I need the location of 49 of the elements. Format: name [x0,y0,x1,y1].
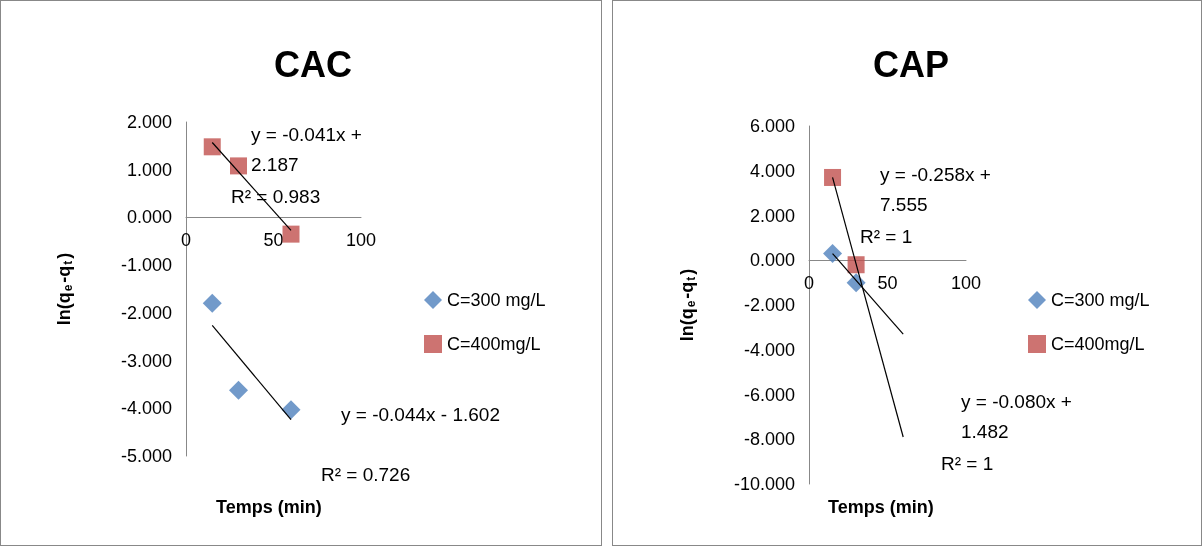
y-axis-title: ln(qe-qt) [54,252,75,326]
x-tick-label: 50 [263,230,284,251]
annotation: R² = 1 [860,225,913,247]
y-tick-label: -2.000 [743,295,795,315]
annotation: y = -0.258x + 7.555 [880,163,997,215]
point [230,157,247,175]
text: R² = 0.726 [321,463,411,485]
y-tick-label: -4.000 [120,398,172,419]
y-tick-label: 0.000 [749,250,795,271]
annotation: y = -0.044x - 1.602 [341,403,500,425]
point [202,293,222,313]
x-tick-label: 100 [950,273,982,294]
legend-label: C=300 mg/L [447,290,546,310]
legend-label: C=400mg/L [1051,334,1145,354]
x-tick-label: 100 [345,230,377,251]
y-axis-title: ln(qe-qt) [677,268,698,342]
legend-label: C=300 mg/L [1051,290,1150,310]
y-tick-label: 2.000 [749,205,795,226]
y-tick-label: -3.000 [120,350,172,371]
y-tick-label: -2.000 [120,302,172,323]
x-axis-title: Temps (min) [216,497,322,517]
annotation: y = -0.041x + 2.187 [251,123,368,175]
y-tick-label: -8.000 [743,429,795,450]
annotation: R² = 1 [941,452,994,474]
y-tick-label: -10.000 [733,474,795,494]
point [281,400,301,420]
chart-title: CAP [872,43,950,85]
y-tick-label: 4.000 [749,160,795,181]
point [229,380,248,400]
point [282,225,300,243]
point [823,244,843,264]
y-tick-label: -1.000 [120,255,172,276]
y-tick-label: -4.000 [743,339,795,360]
y-tick-label: -6.000 [743,384,795,405]
point [847,256,865,274]
x-axis-title: Temps (min) [828,497,934,517]
y-tick-label: 2.000 [126,112,172,132]
point [203,138,221,156]
annotation: y = -0.080x + 1.482 [961,390,1078,442]
y-tick-label: 0.000 [126,207,172,228]
x-tick-label: 0 [803,273,815,294]
x-tick-label: 0 [180,230,192,251]
y-tick-label: -5.000 [120,446,172,466]
legend-label: C=400mg/L [447,334,541,354]
y-tick-label: 1.000 [126,159,172,180]
y-tick-label: 6.000 [749,116,795,136]
point [824,168,842,186]
chart-title: CAC [274,43,352,85]
x-tick-label: 50 [877,273,898,294]
